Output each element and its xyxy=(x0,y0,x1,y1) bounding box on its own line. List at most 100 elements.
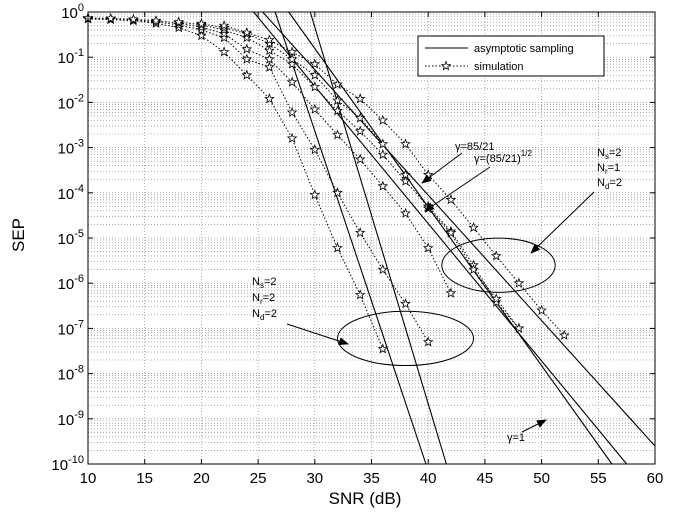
simulation-point xyxy=(218,28,230,39)
simulation-point xyxy=(377,148,389,160)
svg-text:Ns=2: Ns=2 xyxy=(597,147,622,161)
y-tick-label: 10-5 xyxy=(58,228,84,248)
simulation-point xyxy=(309,69,321,80)
simulation-point xyxy=(400,298,411,309)
simulation-point xyxy=(445,227,457,238)
simulation-point xyxy=(286,132,298,143)
x-tick-label: 30 xyxy=(306,470,323,487)
y-axis-label: SEP xyxy=(9,218,28,252)
plot-area xyxy=(82,11,656,465)
simulation-point xyxy=(513,277,525,288)
simulation-point xyxy=(218,19,230,31)
simulation-point xyxy=(309,103,321,114)
simulation-point xyxy=(264,34,275,45)
simulation-point xyxy=(377,114,389,125)
simulation-point xyxy=(558,329,570,340)
simulation-point xyxy=(354,227,366,238)
simulation-point xyxy=(332,242,343,253)
simulation-point xyxy=(377,138,389,149)
simulation-point xyxy=(286,76,298,87)
legend-label-asymptotic: asymptotic sampling xyxy=(474,43,574,55)
simulation-point xyxy=(490,293,502,304)
grid-lines xyxy=(87,12,656,465)
simulation-point xyxy=(309,58,321,69)
simulation-point xyxy=(377,180,389,191)
asymptotic-line xyxy=(274,11,427,465)
simulation-point xyxy=(173,16,185,27)
annotation-gamma-85-21: γ=85/21 xyxy=(455,141,494,153)
simulation-point xyxy=(354,153,366,164)
legend-star-marker xyxy=(440,60,452,71)
simulation-point xyxy=(309,189,321,200)
simulation-point xyxy=(218,46,230,57)
arrow-param-nr2 xyxy=(286,323,349,345)
arrow-gamma-sqrt-85-21 xyxy=(424,166,491,212)
legend-star-point xyxy=(440,60,452,71)
x-tick-label: 10 xyxy=(80,470,97,487)
annotations: γ=85/21 γ=(85/21)1/2 Ns=2 Nr=1 Nd=2 Ns=2… xyxy=(252,141,622,444)
simulation-point xyxy=(332,78,343,90)
y-tick-label: 10-9 xyxy=(58,409,84,429)
simulation-point xyxy=(400,207,411,218)
arrow-gamma-1 xyxy=(521,419,547,433)
simulation-point xyxy=(286,53,298,64)
legend-label-simulation: simulation xyxy=(474,61,524,73)
simulation-point xyxy=(332,129,343,140)
axis-ticks: 10 15 20 25 30 35 40 45 50 55 60 100 10-1 10-2 10-3 10-… xyxy=(51,2,663,487)
x-tick-label: 25 xyxy=(250,470,267,487)
simulation-point xyxy=(218,32,230,43)
simulation-point xyxy=(241,32,253,43)
x-tick-label: 45 xyxy=(477,470,494,487)
y-tick-label: 10-7 xyxy=(58,318,84,338)
y-tick-label: 10-3 xyxy=(58,138,84,158)
simulation-point xyxy=(128,13,139,24)
simulation-point xyxy=(513,322,525,333)
simulation-point xyxy=(354,125,366,136)
annotation-gamma-1: γ=1 xyxy=(507,432,525,444)
simulation-line xyxy=(87,17,429,343)
arrow-param-nr1 xyxy=(530,191,595,254)
simulation-point xyxy=(264,44,275,56)
x-tick-label: 55 xyxy=(590,470,607,487)
simulation-point xyxy=(332,187,343,198)
legend-box xyxy=(417,35,605,77)
simulation-point xyxy=(490,250,502,261)
simulation-point xyxy=(468,263,479,275)
asymptotic-line xyxy=(262,11,656,447)
simulation-point xyxy=(422,242,434,253)
svg-text:Nd=2: Nd=2 xyxy=(597,177,622,191)
param-label-nr2: Ns=2 Nr=2 Nd=2 xyxy=(252,276,277,322)
y-tick-label: 10-8 xyxy=(58,364,84,384)
simulation-point xyxy=(241,43,253,54)
simulation-point xyxy=(264,61,275,72)
simulation-point xyxy=(377,263,389,275)
y-tick-label: 100 xyxy=(61,2,84,22)
simulation-point xyxy=(196,18,207,29)
simulation-point xyxy=(286,46,298,57)
legend: asymptotic sampling simulation xyxy=(417,35,605,77)
y-tick-label: 10-10 xyxy=(51,454,84,474)
simulation-point xyxy=(445,194,457,205)
simulation-point xyxy=(264,93,275,104)
simulation-point xyxy=(354,289,366,300)
simulation-point xyxy=(445,287,457,298)
simulation-point xyxy=(105,12,117,24)
simulation-point xyxy=(264,37,275,49)
svg-text:Nd=2: Nd=2 xyxy=(252,308,277,322)
simulation-point xyxy=(400,138,411,149)
x-axis-label: SNR (dB) xyxy=(329,489,402,508)
svg-text:Nr=2: Nr=2 xyxy=(252,292,275,306)
y-tick-label: 10-4 xyxy=(58,183,84,203)
asymptotic-line xyxy=(309,11,447,465)
param-label-nr1: Ns=2 Nr=1 Nd=2 xyxy=(597,147,622,191)
simulation-point xyxy=(264,53,275,64)
y-tick-label: 10-1 xyxy=(58,47,84,67)
simulation-point xyxy=(468,221,479,233)
x-tick-label: 60 xyxy=(647,470,664,487)
simulation-point xyxy=(150,15,162,26)
svg-text:Ns=2: Ns=2 xyxy=(252,276,277,290)
simulation-point xyxy=(241,26,253,38)
asymptotic-line xyxy=(288,11,613,465)
simulation-point xyxy=(309,81,321,92)
